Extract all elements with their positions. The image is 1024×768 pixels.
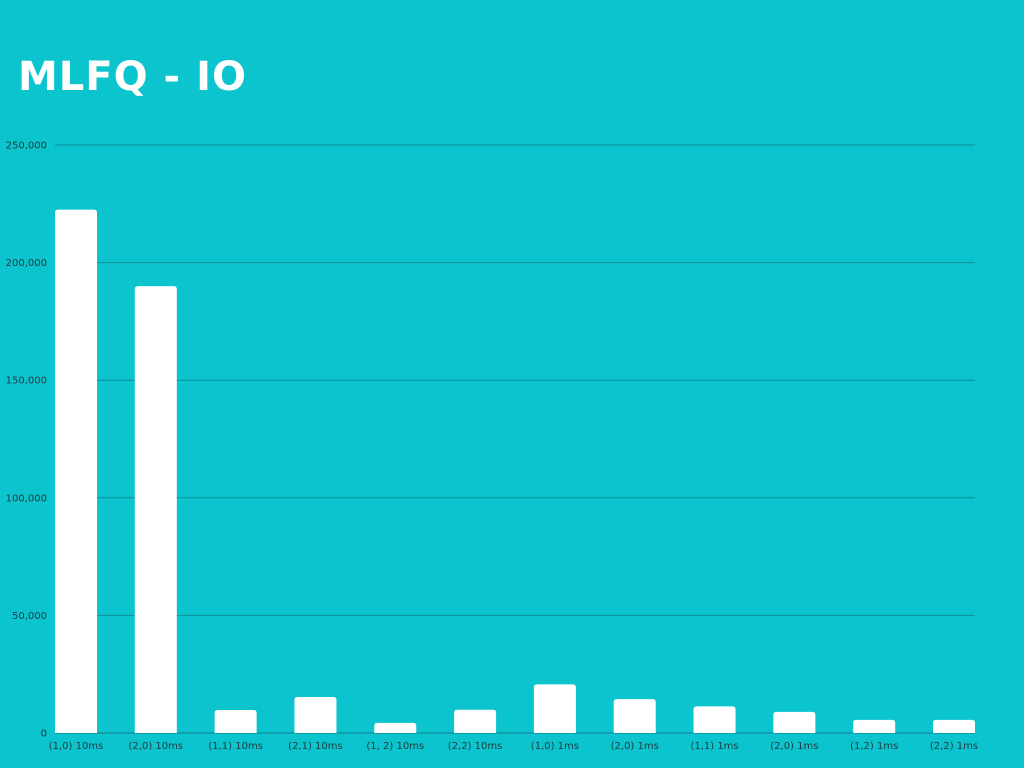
x-tick-label: (2,2) 10ms — [448, 741, 503, 752]
y-tick-label: 50,000 — [12, 611, 47, 622]
x-axis-ticks: (1,0) 10ms (2,0) 10ms (1,1) 10ms (2,1) 10ms… — [49, 741, 978, 752]
x-tick-label: (2,0) 1ms — [770, 741, 818, 752]
y-axis-ticks: 0 50,000 100,000 150,000 200,000 250,000 — [6, 141, 47, 740]
x-tick-label: (1,1) 1ms — [690, 741, 738, 752]
x-tick-label: (1,0) 10ms — [49, 741, 104, 752]
bar — [853, 719, 896, 733]
x-tick-label: (1, 2) 10ms — [366, 741, 424, 752]
bar — [773, 711, 816, 733]
bar — [933, 719, 975, 733]
y-tick-label: 250,000 — [6, 141, 47, 152]
x-tick-label: (2,2) 1ms — [930, 741, 978, 752]
x-tick-label: (1,0) 1ms — [531, 741, 579, 752]
bar — [134, 286, 177, 733]
bar — [55, 209, 97, 733]
bar — [374, 722, 417, 733]
x-tick-label: (2,1) 10ms — [288, 741, 343, 752]
y-tick-label: 150,000 — [6, 376, 47, 387]
bar-layer — [55, 209, 975, 733]
bar — [214, 709, 257, 733]
bar — [693, 706, 736, 733]
x-tick-label: (1,2) 1ms — [850, 741, 898, 752]
x-tick-label: (1,1) 10ms — [208, 741, 263, 752]
grid-layer — [55, 144, 975, 734]
bar — [454, 709, 497, 733]
y-tick-label: 200,000 — [6, 258, 47, 269]
x-tick-label: (2,0) 10ms — [129, 741, 184, 752]
y-tick-label: 0 — [41, 729, 47, 740]
y-tick-label: 100,000 — [6, 493, 47, 504]
bar — [533, 684, 576, 733]
bar — [294, 697, 337, 733]
x-tick-label: (2,0) 1ms — [611, 741, 659, 752]
bar — [613, 699, 656, 733]
chart-title: MLFQ - IO — [18, 54, 247, 100]
